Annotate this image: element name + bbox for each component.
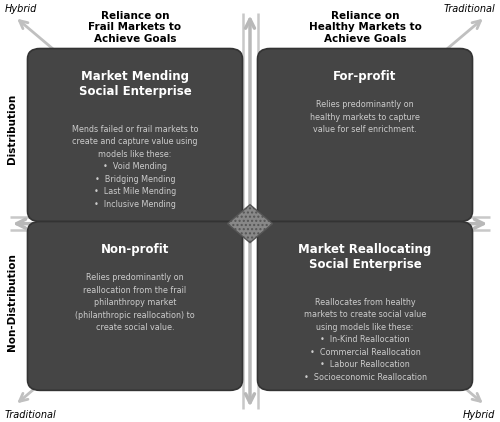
Text: Hybrid: Hybrid bbox=[5, 4, 38, 14]
Text: Non-profit: Non-profit bbox=[101, 243, 169, 256]
Text: Market Reallocating
Social Enterprise: Market Reallocating Social Enterprise bbox=[298, 243, 432, 271]
Text: Traditional: Traditional bbox=[5, 410, 57, 420]
Text: Traditional: Traditional bbox=[444, 4, 495, 14]
FancyBboxPatch shape bbox=[258, 222, 472, 390]
FancyBboxPatch shape bbox=[28, 222, 242, 390]
Text: For-profit: For-profit bbox=[334, 70, 396, 83]
Text: Distribution: Distribution bbox=[8, 94, 18, 164]
Text: Relies predominantly on
healthy markets to capture
value for self enrichment.: Relies predominantly on healthy markets … bbox=[310, 100, 420, 135]
Text: Non-Distribution: Non-Distribution bbox=[8, 253, 18, 351]
FancyBboxPatch shape bbox=[28, 49, 242, 222]
Text: Reliance on
Healthy Markets to
Achieve Goals: Reliance on Healthy Markets to Achieve G… bbox=[308, 11, 422, 44]
Text: Relies predominantly on
reallocation from the frail
philanthropy market
(philant: Relies predominantly on reallocation fro… bbox=[75, 273, 195, 333]
Text: Mends failed or frail markets to
create and capture value using
models like thes: Mends failed or frail markets to create … bbox=[72, 125, 198, 209]
Text: Market Mending
Social Enterprise: Market Mending Social Enterprise bbox=[78, 70, 192, 97]
Polygon shape bbox=[228, 205, 272, 243]
FancyBboxPatch shape bbox=[258, 49, 472, 222]
Text: Hybrid: Hybrid bbox=[462, 410, 495, 420]
Text: Reallocates from healthy
markets to create social value
using models like these:: Reallocates from healthy markets to crea… bbox=[304, 298, 426, 382]
Text: Reliance on
Frail Markets to
Achieve Goals: Reliance on Frail Markets to Achieve Goa… bbox=[88, 11, 182, 44]
